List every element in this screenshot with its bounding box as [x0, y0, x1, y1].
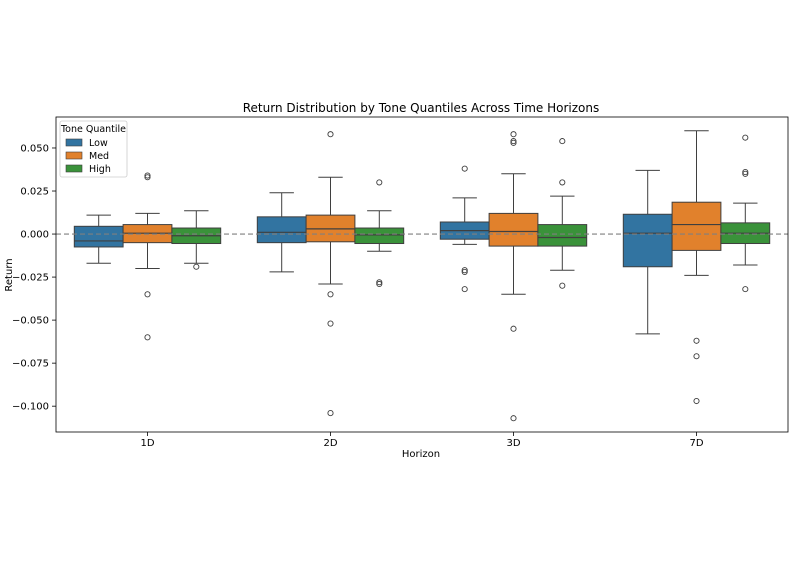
outlier-point	[742, 134, 749, 141]
outlier-point	[144, 172, 151, 179]
x-tick-label: 1D	[140, 438, 154, 449]
outlier-point	[144, 291, 151, 298]
legend-label-med: Med	[89, 151, 109, 162]
y-tick-label: −0.100	[12, 402, 49, 413]
x-tick-label: 7D	[689, 438, 703, 449]
legend: Tone Quantile Low Med High	[59, 120, 128, 178]
outlier-point	[742, 169, 749, 176]
chart-title: Return Distribution by Tone Quantiles Ac…	[243, 101, 600, 115]
box-med-2d	[305, 131, 356, 417]
box-low-7d	[622, 169, 673, 335]
box-low-3d	[439, 165, 490, 293]
box-iqr	[537, 224, 588, 247]
outlier-point	[193, 263, 200, 270]
outlier-point	[559, 138, 566, 145]
box-med-7d	[671, 130, 722, 405]
legend-label-high: High	[89, 164, 111, 175]
plot-area: −0.100 −0.075 −0.050 −0.025 0.000 0.025 0.050 1…	[12, 116, 789, 449]
outlier-point	[327, 291, 334, 298]
box-iqr	[256, 216, 307, 244]
y-axis-label: Return	[4, 258, 15, 291]
y-tick-label: 0.025	[20, 187, 49, 198]
outlier-point	[510, 138, 517, 145]
legend-label-low: Low	[89, 138, 108, 149]
box-high-7d	[720, 134, 771, 293]
box-iqr	[488, 212, 539, 247]
outlier-point	[144, 174, 151, 181]
legend-box	[59, 120, 128, 178]
box-high-1d	[171, 210, 222, 270]
box-iqr	[622, 213, 673, 268]
legend-swatch-med	[65, 151, 83, 160]
y-tick-label: 0.050	[20, 143, 49, 154]
outlier-point	[510, 325, 517, 332]
outlier-point	[461, 267, 468, 274]
outlier-point	[693, 337, 700, 344]
legend-swatch-high	[65, 164, 83, 173]
y-tick-label: −0.025	[12, 273, 49, 284]
legend-title: Tone Quantile	[60, 124, 126, 135]
outlier-point	[742, 286, 749, 293]
outlier-point	[510, 415, 517, 422]
box-med-3d	[488, 131, 539, 422]
y-tick-label: −0.075	[12, 359, 49, 370]
plot-frame	[55, 116, 789, 433]
box-iqr	[671, 201, 722, 251]
outlier-point	[327, 410, 334, 417]
outlier-point	[693, 353, 700, 360]
y-tick-label: −0.050	[12, 316, 49, 327]
y-tick-label: 0.000	[20, 230, 49, 241]
box-low-2d	[256, 192, 307, 273]
outlier-point	[510, 131, 517, 138]
outlier-point	[376, 279, 383, 286]
outlier-point	[461, 286, 468, 293]
outlier-point	[461, 165, 468, 172]
outlier-point	[559, 179, 566, 186]
outlier-point	[742, 170, 749, 177]
x-tick-label: 3D	[506, 438, 520, 449]
outlier-point	[144, 334, 151, 341]
outlier-point	[559, 282, 566, 289]
box-high-3d	[537, 138, 588, 289]
outlier-point	[376, 280, 383, 288]
outlier-point	[510, 139, 517, 146]
outlier-point	[693, 397, 700, 405]
outlier-point	[461, 268, 468, 275]
x-tick-label: 2D	[323, 438, 337, 449]
outlier-point	[376, 179, 383, 186]
outlier-point	[327, 320, 334, 327]
legend-swatch-low	[65, 138, 83, 147]
x-axis-label: Horizon	[402, 449, 440, 460]
box-low-1d	[73, 214, 124, 264]
box-high-2d	[354, 179, 405, 288]
outlier-point	[327, 131, 334, 138]
box-iqr	[73, 225, 124, 248]
box-iqr	[354, 227, 405, 245]
